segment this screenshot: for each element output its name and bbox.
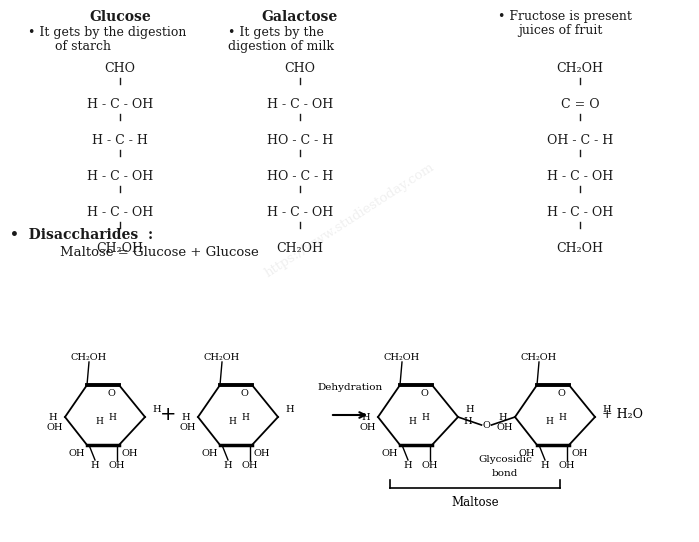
- Text: Maltose: Maltose: [451, 495, 499, 508]
- Text: H - C - H: H - C - H: [92, 134, 148, 147]
- Text: bond: bond: [492, 468, 518, 478]
- Text: CH₂OH: CH₂OH: [96, 242, 143, 255]
- Text: O: O: [557, 389, 565, 397]
- Text: OH: OH: [254, 448, 271, 457]
- Text: of starch: of starch: [55, 40, 111, 53]
- Text: OH: OH: [359, 423, 376, 431]
- Text: OH: OH: [201, 448, 218, 457]
- Text: O: O: [240, 389, 248, 397]
- Text: • Fructose is present: • Fructose is present: [498, 10, 632, 23]
- Text: H: H: [408, 416, 416, 425]
- Text: OH: OH: [69, 448, 85, 457]
- Text: Galactose: Galactose: [262, 10, 338, 24]
- Text: + H₂O: + H₂O: [602, 409, 643, 422]
- Text: H: H: [108, 412, 116, 422]
- Text: O: O: [107, 389, 115, 397]
- Text: H: H: [228, 416, 236, 425]
- Text: OH: OH: [121, 448, 138, 457]
- Text: CH₂OH: CH₂OH: [556, 62, 603, 75]
- Text: H: H: [498, 412, 507, 422]
- Text: Glycosidic: Glycosidic: [478, 455, 532, 464]
- Text: Glucose: Glucose: [89, 10, 151, 24]
- Text: H: H: [361, 412, 370, 422]
- Text: • It gets by the digestion: • It gets by the digestion: [28, 26, 187, 39]
- Text: H: H: [95, 416, 103, 425]
- Text: H - C - OH: H - C - OH: [87, 206, 153, 219]
- Text: H - C - OH: H - C - OH: [267, 206, 333, 219]
- Text: H: H: [181, 412, 190, 422]
- Text: CH₂OH: CH₂OH: [204, 352, 240, 362]
- Text: Dehydration: Dehydration: [317, 383, 382, 391]
- Text: OH: OH: [47, 423, 63, 431]
- Text: H: H: [465, 404, 474, 414]
- Text: O: O: [420, 389, 428, 397]
- Text: •  Disaccharides  :: • Disaccharides :: [10, 228, 153, 242]
- Text: OH: OH: [382, 448, 398, 457]
- Text: H: H: [48, 412, 57, 422]
- Text: H: H: [602, 404, 611, 414]
- Text: OH - C - H: OH - C - H: [547, 134, 613, 147]
- Text: CH₂OH: CH₂OH: [384, 352, 420, 362]
- Text: H: H: [241, 412, 249, 422]
- Text: CH₂OH: CH₂OH: [521, 352, 557, 362]
- Text: H: H: [404, 461, 412, 469]
- Text: • It gets by the: • It gets by the: [228, 26, 324, 39]
- Text: CH₂OH: CH₂OH: [71, 352, 107, 362]
- Text: +: +: [160, 405, 177, 424]
- Text: H: H: [421, 412, 429, 422]
- Text: H: H: [541, 461, 549, 469]
- Text: https://www.studiestoday.com: https://www.studiestoday.com: [263, 160, 437, 280]
- Text: H: H: [463, 417, 472, 427]
- Text: H - C - OH: H - C - OH: [267, 98, 333, 111]
- Text: OH: OH: [519, 448, 535, 457]
- Text: H: H: [91, 461, 99, 469]
- Text: OH: OH: [109, 461, 125, 469]
- Text: digestion of milk: digestion of milk: [228, 40, 334, 53]
- Text: C = O: C = O: [561, 98, 599, 111]
- Text: OH: OH: [180, 423, 196, 431]
- Text: OH: OH: [571, 448, 587, 457]
- Text: CH₂OH: CH₂OH: [556, 242, 603, 255]
- Text: juices of fruit: juices of fruit: [518, 24, 603, 37]
- Text: H: H: [285, 404, 294, 414]
- Text: OH: OH: [421, 461, 438, 469]
- Text: H - C - OH: H - C - OH: [87, 170, 153, 183]
- Text: Maltose = Glucose + Glucose: Maltose = Glucose + Glucose: [60, 246, 259, 259]
- Text: H - C - OH: H - C - OH: [547, 170, 613, 183]
- Text: CH₂OH: CH₂OH: [277, 242, 324, 255]
- Text: OH: OH: [559, 461, 575, 469]
- Text: H: H: [545, 416, 553, 425]
- Text: OH: OH: [496, 423, 513, 431]
- Text: CHO: CHO: [104, 62, 136, 75]
- Text: H: H: [224, 461, 232, 469]
- Text: CHO: CHO: [284, 62, 315, 75]
- Text: HO - C - H: HO - C - H: [267, 170, 333, 183]
- Text: H: H: [152, 404, 161, 414]
- Text: H: H: [558, 412, 566, 422]
- Text: HO - C - H: HO - C - H: [267, 134, 333, 147]
- Text: H - C - OH: H - C - OH: [547, 206, 613, 219]
- Text: H - C - OH: H - C - OH: [87, 98, 153, 111]
- Text: OH: OH: [242, 461, 258, 469]
- Text: O: O: [482, 421, 491, 429]
